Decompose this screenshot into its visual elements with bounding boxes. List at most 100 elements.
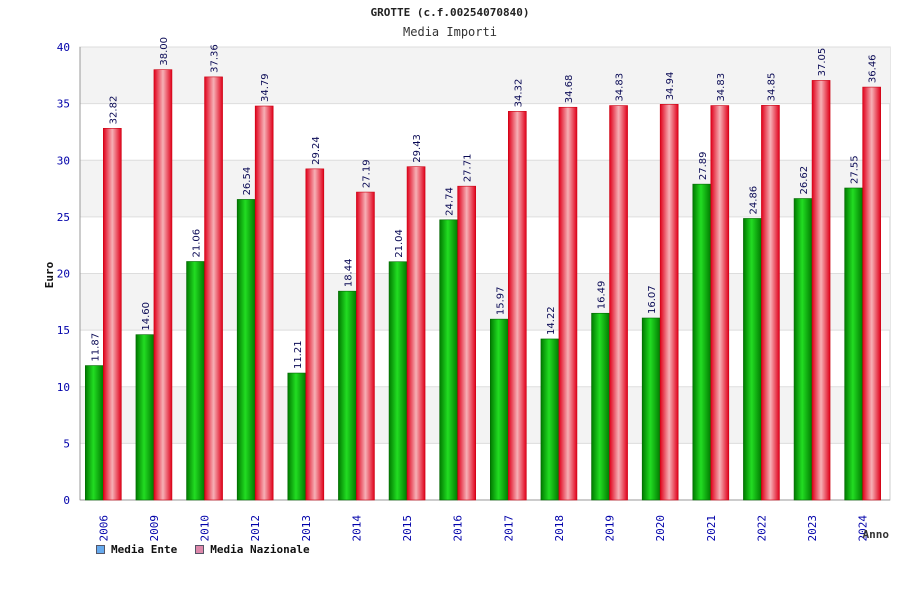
x-tick-label: 2006 <box>97 515 110 542</box>
bar-nazionale-2019 <box>609 105 628 501</box>
legend-item-nazionale: Media Nazionale <box>195 543 310 556</box>
bar-ente-2009 <box>135 334 155 501</box>
data-label: 34.83 <box>615 73 626 102</box>
data-label: 24.86 <box>748 186 759 215</box>
bar-ente-2024 <box>844 187 863 501</box>
chart-title: GROTTE (c.f.00254070840) <box>370 6 530 19</box>
legend: Media Ente Media Nazionale <box>96 543 310 556</box>
x-tick-label: 2014 <box>350 515 363 542</box>
x-tick-label: 2023 <box>806 515 819 542</box>
bar-nazionale-2022 <box>761 105 780 501</box>
bar-nazionale-2015 <box>406 166 426 501</box>
bar-ente-2022 <box>743 218 762 501</box>
y-axis-label: Euro <box>43 261 56 288</box>
bar-ente-2010 <box>186 261 205 501</box>
data-label: 16.49 <box>597 281 608 310</box>
data-label: 21.04 <box>394 229 405 258</box>
data-label: 24.74 <box>445 187 456 216</box>
data-label: 37.36 <box>210 44 221 73</box>
y-tick-label: 10 <box>57 381 70 394</box>
data-label: 14.22 <box>546 306 557 335</box>
data-label: 21.06 <box>192 229 203 258</box>
x-tick-label: 2015 <box>401 515 414 542</box>
bar-ente-2021 <box>692 183 712 501</box>
x-tick-label: 2022 <box>755 515 768 542</box>
data-label: 27.89 <box>698 152 709 181</box>
x-tick-label: 2018 <box>553 515 566 542</box>
bar-ente-2015 <box>388 261 408 501</box>
bar-ente-2006 <box>85 365 104 501</box>
y-tick-label: 5 <box>63 437 70 450</box>
data-label: 16.07 <box>647 285 658 314</box>
bar-nazionale-2013 <box>305 168 325 501</box>
x-tick-label: 2024 <box>857 515 870 542</box>
data-label: 18.44 <box>343 259 354 288</box>
data-label: 34.94 <box>665 72 676 101</box>
data-label: 27.19 <box>361 159 372 188</box>
x-tick-label: 2019 <box>604 515 617 542</box>
bar-ente-2014 <box>338 290 357 501</box>
data-label: 34.85 <box>766 73 777 102</box>
bar-nazionale-2017 <box>508 111 527 501</box>
bar-ente-2016 <box>439 219 458 501</box>
bar-nazionale-2016 <box>457 185 476 501</box>
legend-label-ente: Media Ente <box>111 543 178 556</box>
bar-ente-2023 <box>793 198 813 501</box>
bar-nazionale-2009 <box>153 69 173 501</box>
y-tick-label: 0 <box>63 494 70 507</box>
data-label: 36.46 <box>868 54 879 83</box>
data-label: 38.00 <box>159 37 170 66</box>
bar-nazionale-2024 <box>862 86 881 501</box>
x-tick-label: 2009 <box>148 515 161 542</box>
y-tick-label: 30 <box>57 154 70 167</box>
y-tick-label: 20 <box>57 268 70 281</box>
data-label: 29.43 <box>412 134 423 163</box>
bar-nazionale-2020 <box>659 104 679 501</box>
data-label: 15.97 <box>495 286 506 315</box>
data-label: 27.55 <box>850 155 861 184</box>
y-tick-label: 15 <box>57 324 70 337</box>
chart-subtitle: Media Importi <box>403 25 497 39</box>
bar-nazionale-2012 <box>254 105 274 501</box>
data-label: 34.68 <box>564 75 575 104</box>
bar-nazionale-2006 <box>103 128 122 501</box>
data-label: 26.54 <box>242 167 253 196</box>
data-label: 11.87 <box>90 333 101 362</box>
bar-ente-2017 <box>490 318 509 501</box>
x-tick-label: 2010 <box>199 515 212 542</box>
legend-swatch-nazionale <box>195 545 205 554</box>
data-label: 34.32 <box>513 79 524 108</box>
data-label: 27.71 <box>463 154 474 183</box>
data-label: 34.79 <box>260 73 271 102</box>
bar-nazionale-2023 <box>811 80 831 501</box>
x-tick-label: 2012 <box>249 515 262 542</box>
x-tick-label: 2017 <box>502 515 515 542</box>
legend-label-nazionale: Media Nazionale <box>210 543 310 556</box>
legend-item-ente: Media Ente <box>96 543 177 556</box>
bar-ente-2012 <box>236 199 256 501</box>
x-tick-label: 2020 <box>654 515 667 542</box>
x-tick-label: 2021 <box>705 515 718 542</box>
bar-nazionale-2021 <box>710 105 730 501</box>
bar-ente-2013 <box>287 372 307 501</box>
bar-nazionale-2010 <box>204 76 223 501</box>
bar-ente-2019 <box>591 312 610 501</box>
bar-ente-2018 <box>540 338 560 501</box>
bar-nazionale-2014 <box>356 191 375 501</box>
y-tick-label: 35 <box>57 98 70 111</box>
bar-nazionale-2018 <box>558 106 578 501</box>
bar-ente-2020 <box>641 317 661 501</box>
data-label: 29.24 <box>311 136 322 165</box>
bars <box>85 69 881 501</box>
legend-swatch-ente <box>96 545 105 554</box>
y-tick-label: 25 <box>57 211 70 224</box>
data-label: 14.60 <box>141 302 152 331</box>
data-label: 26.62 <box>799 166 810 195</box>
x-axis-label: Anno <box>863 528 890 541</box>
axes: 0 5 10 15 20 25 30 35 40 2006 2009 2010 2012 2013 2014… <box>57 41 890 542</box>
data-label: 11.21 <box>293 340 304 369</box>
data-label: 34.83 <box>716 73 727 102</box>
data-label: 32.82 <box>108 96 119 125</box>
y-tick-label: 40 <box>57 41 70 54</box>
